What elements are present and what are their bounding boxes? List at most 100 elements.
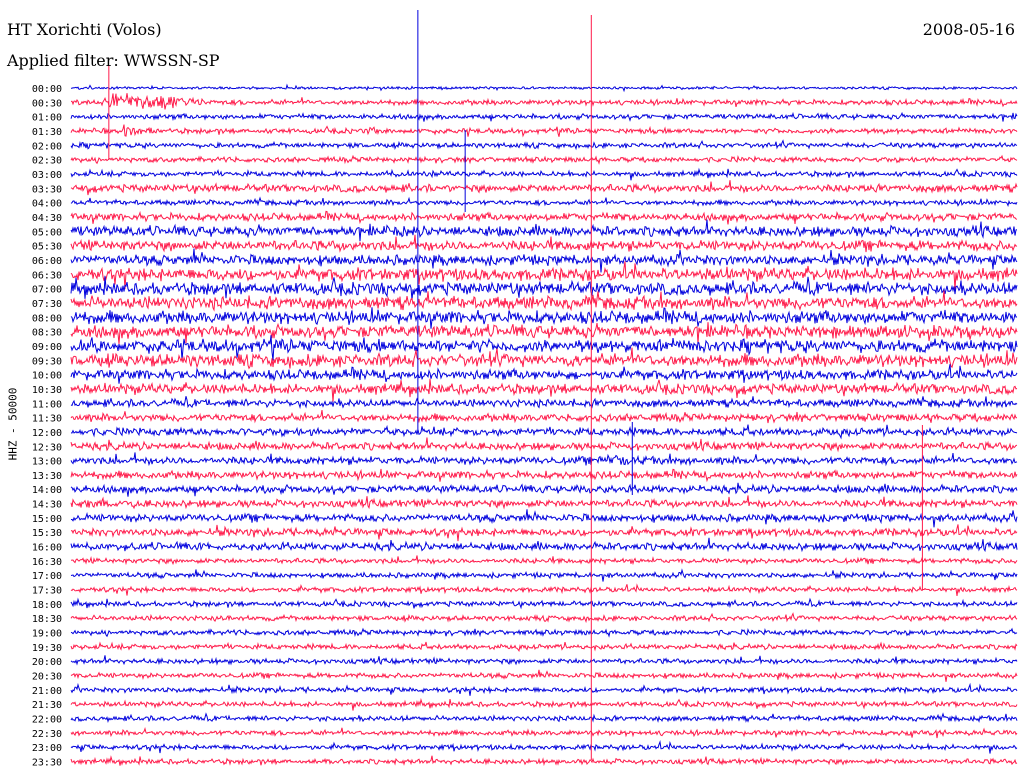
time-label-0300: 03:00 bbox=[32, 170, 62, 181]
trace-row-1030 bbox=[70, 378, 1018, 402]
time-label-1230: 12:30 bbox=[32, 442, 62, 453]
trace-group bbox=[70, 83, 1018, 767]
trace-row-1200 bbox=[70, 424, 1018, 440]
trace-row-0100 bbox=[70, 111, 1018, 122]
trace-row-0600 bbox=[70, 248, 1018, 273]
trace-row-0700 bbox=[70, 275, 1018, 301]
time-label-0030: 00:30 bbox=[32, 98, 62, 109]
time-label-1400: 14:00 bbox=[32, 485, 62, 496]
time-label-1500: 15:00 bbox=[32, 514, 62, 525]
time-label-1730: 17:30 bbox=[32, 586, 62, 597]
trace-row-2330 bbox=[70, 755, 1018, 767]
trace-row-1700 bbox=[70, 568, 1018, 582]
filter-label: Applied filter: WWSSN-SP bbox=[7, 51, 220, 70]
trace-row-0630 bbox=[70, 261, 1018, 291]
trace-row-0300 bbox=[70, 167, 1018, 181]
time-label-1600: 16:00 bbox=[32, 543, 62, 554]
time-label-2200: 22:00 bbox=[32, 715, 62, 726]
trace-row-1630 bbox=[70, 555, 1018, 566]
time-label-2230: 22:30 bbox=[32, 729, 62, 740]
time-label-1930: 19:30 bbox=[32, 643, 62, 654]
time-label-1100: 11:00 bbox=[32, 399, 62, 410]
trace-row-1930 bbox=[70, 641, 1018, 653]
time-label-1000: 10:00 bbox=[32, 371, 62, 382]
trace-row-1530 bbox=[70, 524, 1018, 542]
trace-row-0000 bbox=[71, 83, 1018, 93]
trace-row-1230 bbox=[70, 437, 1018, 453]
time-label-0530: 05:30 bbox=[32, 242, 62, 253]
trace-row-0730 bbox=[70, 290, 1018, 312]
spike-group bbox=[108, 10, 923, 760]
trace-row-2200 bbox=[70, 712, 1018, 724]
time-label-0000: 00:00 bbox=[32, 84, 62, 95]
trace-row-2130 bbox=[70, 697, 1018, 711]
time-label-0830: 08:30 bbox=[32, 328, 62, 339]
trace-row-0230 bbox=[70, 154, 1018, 165]
trace-row-1830 bbox=[70, 612, 1018, 624]
time-label-1200: 12:00 bbox=[32, 428, 62, 439]
time-label-0230: 02:30 bbox=[32, 156, 62, 167]
trace-row-0030 bbox=[70, 93, 1018, 110]
trace-row-1600 bbox=[70, 537, 1018, 553]
time-label-2100: 21:00 bbox=[32, 686, 62, 697]
trace-row-1130 bbox=[70, 410, 1017, 424]
trace-row-1000 bbox=[70, 364, 1018, 384]
trace-row-0330 bbox=[70, 180, 1018, 196]
time-label-0730: 07:30 bbox=[32, 299, 62, 310]
time-label-group: 00:00 00:30 01:00 01:30 02:00 02:30 03:00 03:30… bbox=[32, 84, 62, 769]
trace-row-2100 bbox=[70, 682, 1018, 696]
trace-row-0900 bbox=[70, 335, 1018, 361]
time-label-0130: 01:30 bbox=[32, 127, 62, 138]
time-label-0700: 07:00 bbox=[32, 285, 62, 296]
trace-row-0530 bbox=[70, 234, 1018, 253]
time-label-2000: 20:00 bbox=[32, 657, 62, 668]
time-label-2030: 20:30 bbox=[32, 672, 62, 683]
trace-row-0430 bbox=[70, 210, 1018, 225]
time-label-0400: 04:00 bbox=[32, 199, 62, 210]
time-label-0800: 08:00 bbox=[32, 313, 62, 324]
trace-row-0500 bbox=[70, 219, 1018, 242]
trace-row-1330 bbox=[70, 468, 1018, 483]
time-label-2130: 21:30 bbox=[32, 700, 62, 711]
time-label-1330: 13:30 bbox=[32, 471, 62, 482]
time-label-2300: 23:00 bbox=[32, 743, 62, 754]
trace-row-2030 bbox=[70, 669, 1018, 682]
time-label-2330: 23:30 bbox=[32, 758, 62, 769]
time-label-1300: 13:00 bbox=[32, 457, 62, 468]
trace-row-2230 bbox=[70, 726, 1018, 739]
time-label-1530: 15:30 bbox=[32, 528, 62, 539]
trace-row-1500 bbox=[70, 509, 1018, 528]
trace-row-1900 bbox=[70, 627, 1018, 638]
time-label-0630: 06:30 bbox=[32, 270, 62, 281]
trace-row-0800 bbox=[70, 307, 1018, 329]
station-title: HT Xorichti (Volos) bbox=[7, 20, 162, 39]
trace-row-1430 bbox=[70, 495, 1018, 510]
time-label-1630: 16:30 bbox=[32, 557, 62, 568]
time-label-0500: 05:00 bbox=[32, 227, 62, 238]
trace-row-1800 bbox=[70, 597, 1018, 610]
time-label-0430: 04:30 bbox=[32, 213, 62, 224]
trace-row-1400 bbox=[70, 482, 1018, 497]
trace-row-0200 bbox=[70, 139, 1018, 151]
trace-row-2000 bbox=[70, 655, 1018, 666]
time-label-1700: 17:00 bbox=[32, 571, 62, 582]
trace-row-1730 bbox=[70, 583, 1018, 596]
time-label-1030: 10:30 bbox=[32, 385, 62, 396]
time-label-1830: 18:30 bbox=[32, 614, 62, 625]
time-label-1900: 19:00 bbox=[32, 629, 62, 640]
time-label-0900: 09:00 bbox=[32, 342, 62, 353]
time-label-1800: 18:00 bbox=[32, 600, 62, 611]
trace-row-0400 bbox=[70, 196, 1018, 208]
trace-row-0830 bbox=[70, 322, 1018, 345]
channel-axis-label: HHZ - 50000 bbox=[6, 387, 20, 461]
time-label-0200: 02:00 bbox=[32, 141, 62, 152]
time-label-0330: 03:30 bbox=[32, 184, 62, 195]
record-date: 2008-05-16 bbox=[922, 20, 1015, 39]
trace-row-1100 bbox=[70, 396, 1018, 410]
time-label-1130: 11:30 bbox=[32, 414, 62, 425]
trace-row-0930 bbox=[70, 347, 1018, 370]
time-label-1430: 14:30 bbox=[32, 500, 62, 511]
time-label-0100: 01:00 bbox=[32, 113, 62, 124]
time-label-0930: 09:30 bbox=[32, 356, 62, 367]
